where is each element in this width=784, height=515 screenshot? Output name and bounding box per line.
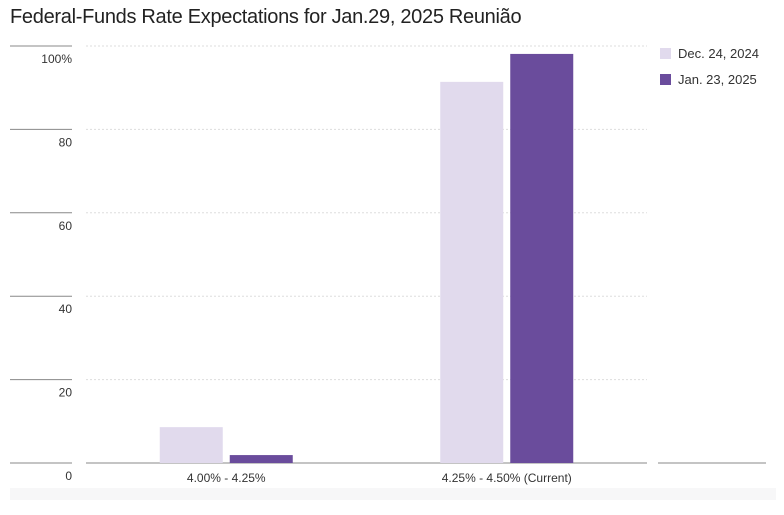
y-tick-label: 20 (59, 386, 73, 400)
legend-item-series-1[interactable]: Dec. 24, 2024 (660, 44, 759, 62)
chart-area: 0 20 40 60 80 100% 4.00% - 4.25% 4.25% - 4.50% … (10, 38, 776, 498)
footer-band (10, 488, 776, 500)
bar-1-2 (440, 81, 504, 463)
legend-swatch-series-1 (660, 47, 671, 59)
bar-1-1 (159, 427, 223, 463)
bar-chart: 0 20 40 60 80 100% 4.00% - 4.25% 4.25% - 4.50% … (10, 45, 766, 485)
y-tick-label: 60 (59, 219, 73, 233)
y-tick-label: 40 (59, 302, 73, 316)
y-tick-label: 0 (65, 469, 72, 483)
bar-2-2 (510, 53, 574, 463)
bar-2-1 (229, 455, 293, 463)
legend-swatch-series-2 (660, 73, 671, 85)
y-tick-label: 100% (41, 52, 72, 66)
legend-label-series-2: Jan. 23, 2025 (678, 71, 757, 87)
legend-label-series-1: Dec. 24, 2024 (678, 45, 759, 61)
legend: Dec. 24, 2024 Jan. 23, 2025 (660, 44, 759, 96)
y-tick-label: 80 (59, 135, 73, 149)
chart-title: Federal-Funds Rate Expectations for Jan.… (10, 6, 522, 28)
x-tick-label: 4.00% - 4.25% (187, 471, 266, 485)
legend-item-series-2[interactable]: Jan. 23, 2025 (660, 70, 759, 88)
x-tick-label: 4.25% - 4.50% (Current) (442, 471, 572, 485)
